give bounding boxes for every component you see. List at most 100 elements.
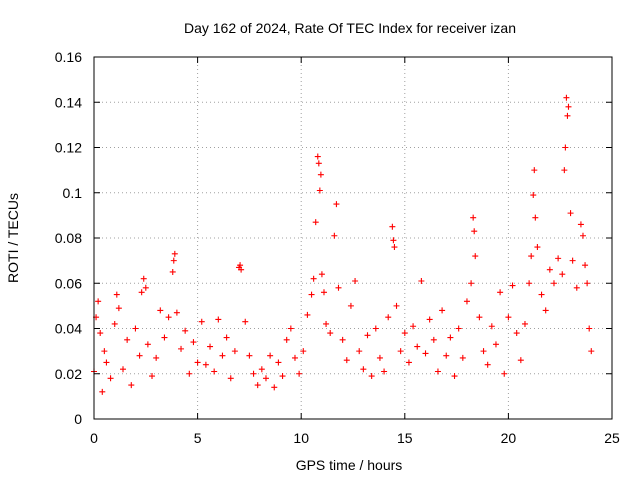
data-point bbox=[300, 348, 307, 355]
data-point bbox=[327, 330, 334, 337]
x-tick-label: 20 bbox=[501, 430, 517, 446]
data-point bbox=[534, 244, 541, 251]
data-point bbox=[103, 359, 110, 366]
data-point bbox=[393, 302, 400, 309]
data-point bbox=[372, 325, 379, 332]
y-tick-label: 0 bbox=[74, 411, 82, 427]
data-point bbox=[434, 368, 441, 375]
data-point bbox=[198, 318, 205, 325]
data-point bbox=[308, 291, 315, 298]
data-point bbox=[246, 352, 253, 359]
data-point bbox=[542, 307, 549, 314]
data-point bbox=[584, 280, 591, 287]
data-point bbox=[202, 361, 209, 368]
data-point bbox=[451, 373, 458, 380]
data-point bbox=[501, 370, 508, 377]
data-point bbox=[215, 316, 222, 323]
data-point bbox=[555, 255, 562, 262]
data-point bbox=[316, 187, 323, 194]
data-point bbox=[320, 289, 327, 296]
data-point bbox=[563, 94, 570, 101]
data-point bbox=[492, 341, 499, 348]
data-point bbox=[211, 368, 218, 375]
data-point bbox=[275, 359, 282, 366]
data-point bbox=[579, 232, 586, 239]
data-point bbox=[238, 266, 245, 273]
x-tick-label: 5 bbox=[194, 430, 202, 446]
data-point bbox=[561, 167, 568, 174]
data-point bbox=[521, 320, 528, 327]
data-point bbox=[283, 336, 290, 343]
data-point bbox=[588, 348, 595, 355]
data-point bbox=[391, 244, 398, 251]
data-point bbox=[414, 343, 421, 350]
data-point bbox=[356, 348, 363, 355]
data-point bbox=[296, 370, 303, 377]
data-point bbox=[169, 268, 176, 275]
data-point bbox=[532, 214, 539, 221]
data-point bbox=[530, 192, 537, 199]
data-point bbox=[138, 289, 145, 296]
data-point bbox=[182, 327, 189, 334]
data-point bbox=[128, 382, 135, 389]
data-point bbox=[219, 352, 226, 359]
data-point bbox=[317, 171, 324, 178]
data-point bbox=[120, 366, 127, 373]
data-point bbox=[352, 277, 359, 284]
data-point bbox=[258, 366, 265, 373]
data-point bbox=[161, 334, 168, 341]
data-point bbox=[231, 348, 238, 355]
data-point bbox=[546, 266, 553, 273]
data-point bbox=[287, 325, 294, 332]
data-point bbox=[136, 352, 143, 359]
x-tick-label: 25 bbox=[604, 430, 620, 446]
data-point bbox=[559, 271, 566, 278]
data-point bbox=[99, 388, 106, 395]
data-point bbox=[207, 343, 214, 350]
x-tick-label: 15 bbox=[397, 430, 413, 446]
data-point bbox=[368, 373, 375, 380]
data-point bbox=[397, 348, 404, 355]
data-points bbox=[91, 94, 595, 395]
data-point bbox=[333, 201, 340, 208]
data-point bbox=[113, 291, 120, 298]
data-point bbox=[401, 330, 408, 337]
data-point bbox=[390, 237, 397, 244]
data-point bbox=[140, 275, 147, 282]
data-point bbox=[569, 257, 576, 264]
data-point bbox=[472, 253, 479, 260]
data-point bbox=[132, 325, 139, 332]
data-point bbox=[389, 223, 396, 230]
data-point bbox=[111, 320, 118, 327]
plot-frame bbox=[93, 56, 613, 420]
data-point bbox=[422, 350, 429, 357]
data-point bbox=[439, 307, 446, 314]
x-axis-label: GPS time / hours bbox=[296, 457, 403, 473]
data-point bbox=[304, 311, 311, 318]
data-point bbox=[577, 221, 584, 228]
data-point bbox=[310, 275, 317, 282]
data-point bbox=[538, 291, 545, 298]
data-point bbox=[364, 332, 371, 339]
grid-layer bbox=[94, 57, 612, 419]
y-axis-label: ROTI / TECUs bbox=[5, 193, 21, 283]
data-point bbox=[339, 336, 346, 343]
data-point bbox=[223, 334, 230, 341]
data-point bbox=[562, 144, 569, 151]
data-point bbox=[488, 323, 495, 330]
data-point bbox=[144, 341, 151, 348]
data-point bbox=[291, 354, 298, 361]
data-point bbox=[227, 375, 234, 382]
data-point bbox=[250, 370, 257, 377]
chart-title: Day 162 of 2024, Rate Of TEC Index for r… bbox=[184, 20, 516, 36]
data-point bbox=[312, 219, 319, 226]
y-tick-label: 0.08 bbox=[55, 230, 82, 246]
data-point bbox=[586, 325, 593, 332]
data-point bbox=[190, 339, 197, 346]
data-point bbox=[550, 280, 557, 287]
data-point bbox=[531, 167, 538, 174]
data-point bbox=[323, 320, 330, 327]
data-point bbox=[157, 307, 164, 314]
data-point bbox=[567, 210, 574, 217]
